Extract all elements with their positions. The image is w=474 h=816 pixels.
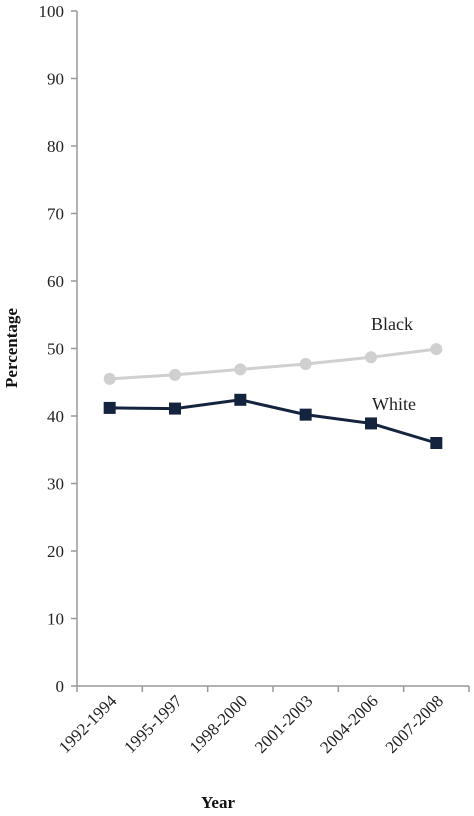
y-tick-label: 60 [47, 272, 64, 291]
y-tick-label: 100 [39, 2, 65, 21]
y-axis-title: Percentage [2, 308, 21, 388]
y-tick-label: 40 [47, 407, 64, 426]
x-tick-label: 2004-2006 [316, 691, 382, 757]
data-point-white [365, 417, 377, 430]
y-tick-label: 30 [47, 475, 64, 494]
x-tick-label: 1992-1994 [55, 691, 121, 757]
data-point-white [299, 408, 312, 421]
x-tick-label: 2001-2003 [251, 691, 317, 757]
series-label-white: White [372, 394, 416, 414]
data-point-white [430, 437, 443, 449]
data-point-white [169, 402, 181, 415]
y-axis-ticks: 0 10 20 30 40 50 60 70 80 90 100 [39, 2, 77, 696]
y-tick-label: 20 [47, 542, 64, 561]
axes [76, 11, 469, 687]
y-tick-label: 50 [47, 340, 64, 359]
y-tick-label: 0 [56, 677, 65, 696]
data-point-black [103, 372, 116, 385]
y-tick-label: 10 [47, 610, 64, 629]
x-tick-label: 1995-1997 [120, 691, 186, 757]
y-tick-label: 80 [47, 137, 64, 156]
series-label-black: Black [371, 314, 413, 334]
data-point-black [430, 343, 443, 356]
y-tick-label: 90 [47, 70, 64, 89]
data-point-black [169, 368, 181, 381]
x-axis-title: Year [201, 793, 235, 812]
data-point-white [103, 401, 116, 414]
series-line-black [109, 347, 437, 381]
series-line-white [109, 398, 437, 445]
data-point-black [365, 351, 377, 364]
data-point-black [234, 363, 247, 376]
x-tick-label: 1998-2000 [186, 691, 252, 757]
x-axis-ticks: 1992-1994 1995-1997 1998-2000 2001-2003 2004… [55, 686, 470, 757]
data-point-white [234, 393, 247, 406]
series-layer [103, 343, 443, 449]
x-tick-label: 2007-2008 [382, 691, 448, 757]
y-tick-label: 70 [47, 205, 64, 224]
data-point-black [299, 358, 312, 371]
